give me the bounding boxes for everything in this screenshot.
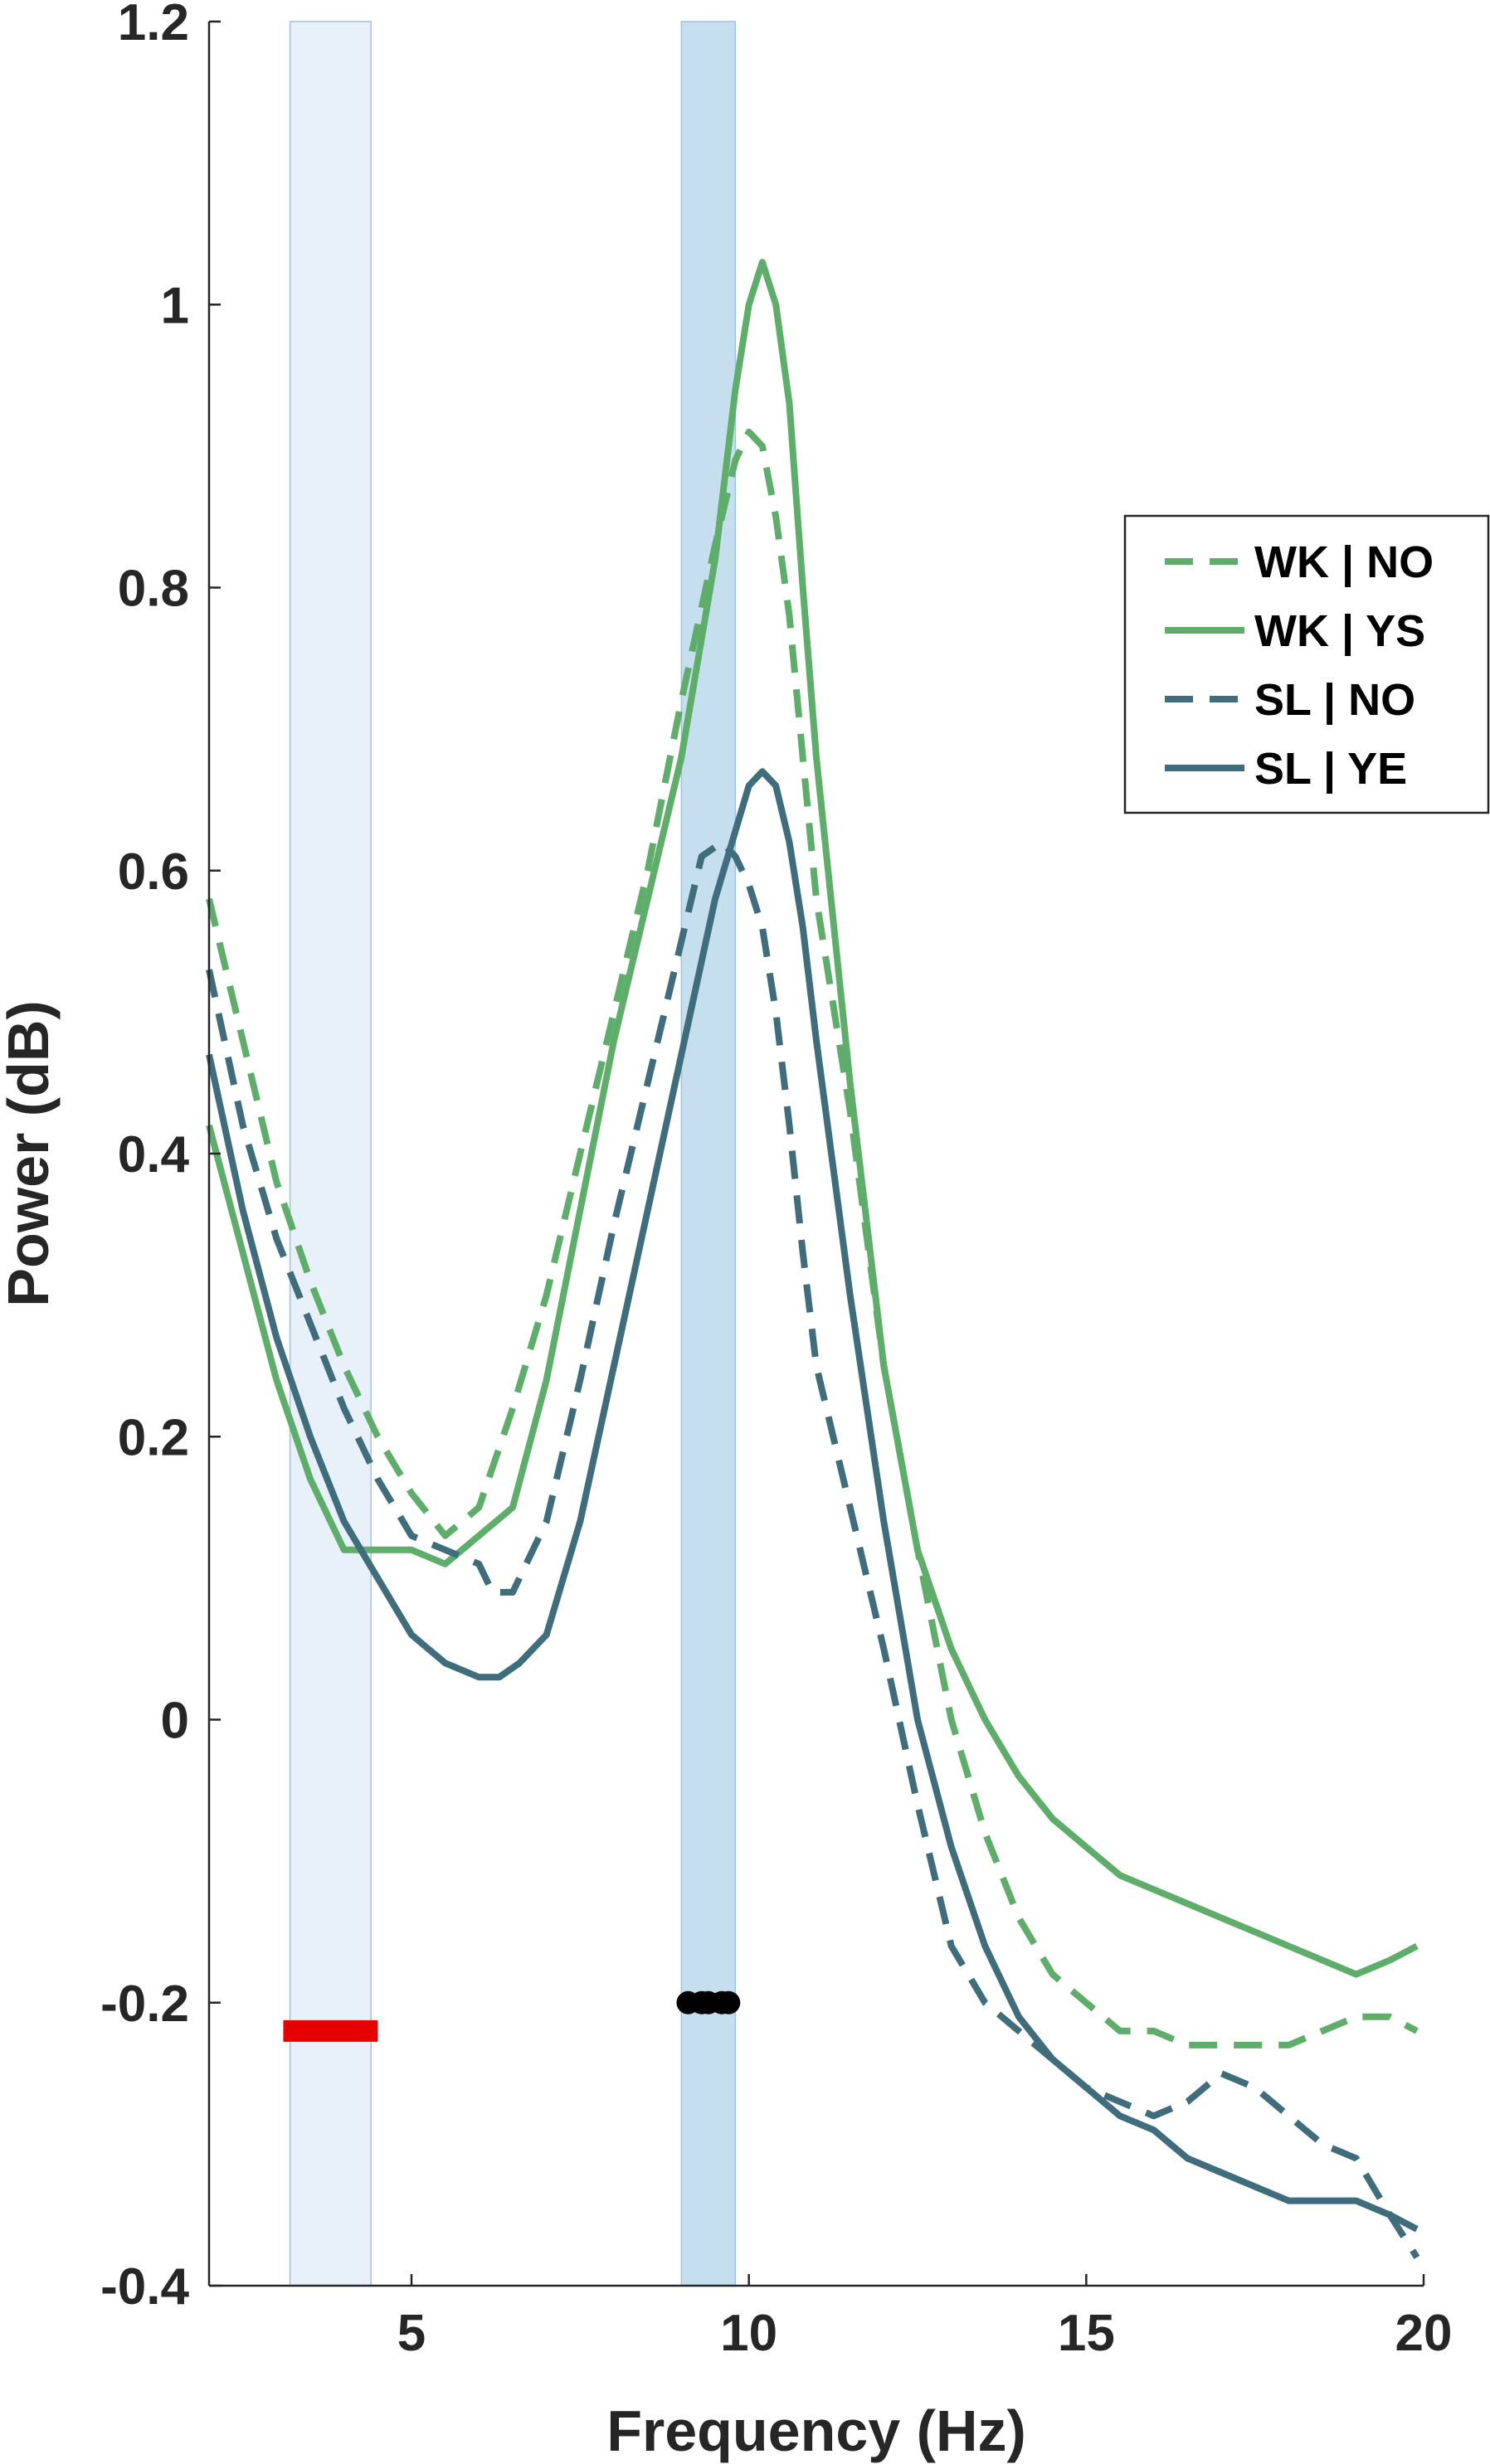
legend-box xyxy=(1123,514,1490,814)
axes xyxy=(207,20,1425,2287)
legend-label-1: WK | NO xyxy=(1254,537,1434,588)
series-line-2 xyxy=(206,259,1419,1978)
y-tick-label: -0.2 xyxy=(100,1976,189,2033)
y-tick-label: -0.4 xyxy=(100,2258,189,2316)
series-line-4 xyxy=(206,768,1419,2233)
legend: WK | NO WK | YS SL | NO SL | YE xyxy=(1123,514,1490,814)
x-tick-label: 15 xyxy=(1058,2305,1115,2362)
x-axis-label: Frequency (Hz) xyxy=(606,2398,1026,2463)
tick-labels: 5 10 15 20 -0.4 -0.2 0 0.2 0.4 0.6 0.8 1 1.2 xyxy=(100,0,1452,2362)
y-tick-label: 0.8 xyxy=(118,561,189,618)
y-axis-label: Power (dB) xyxy=(0,1000,61,1306)
y-tick-label: 1 xyxy=(161,277,189,334)
legend-label-2: WK | YS xyxy=(1254,606,1425,657)
black-dot-5 xyxy=(717,1990,741,2014)
legend-label-4: SL | YE xyxy=(1254,744,1407,795)
series-line-3 xyxy=(206,838,1420,2260)
significance-markers xyxy=(283,1990,741,2042)
shaded-band-2 xyxy=(680,21,737,2287)
y-tick-label: 0 xyxy=(161,1693,189,1750)
shaded-band-1 xyxy=(289,21,372,2287)
legend-label-3: SL | NO xyxy=(1254,675,1415,726)
y-tick-label: 0.6 xyxy=(118,843,189,901)
y-tick-label: 1.2 xyxy=(118,0,189,51)
shaded-bands xyxy=(289,21,737,2287)
series-lines xyxy=(206,259,1420,2260)
x-tick-label: 20 xyxy=(1395,2305,1453,2362)
y-tick-label: 0.2 xyxy=(118,1409,189,1466)
x-tick-label: 10 xyxy=(720,2305,777,2362)
x-tick-label: 5 xyxy=(397,2305,426,2362)
y-tick-label: 0.4 xyxy=(118,1126,190,1183)
series-line-1 xyxy=(206,428,1419,2048)
